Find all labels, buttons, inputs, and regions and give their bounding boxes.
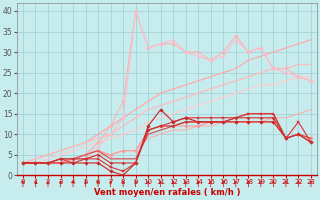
X-axis label: Vent moyen/en rafales ( km/h ): Vent moyen/en rafales ( km/h ) — [94, 188, 240, 197]
